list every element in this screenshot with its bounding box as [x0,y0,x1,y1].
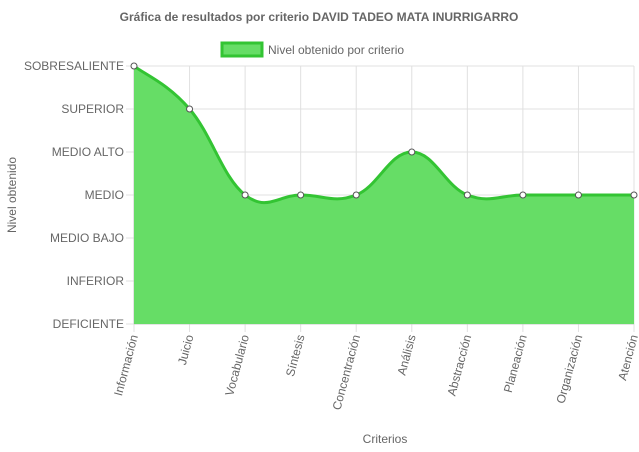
y-axis-ticks: DEFICIENTE INFERIOR MEDIO BAJO MEDIO MEDIO A… [24,59,124,331]
y-tick-label: MEDIO ALTO [52,145,124,159]
data-point-7[interactable] [519,191,527,199]
legend-label: Nivel obtenido por criterio [268,43,404,57]
data-point-8[interactable] [574,191,582,199]
data-point-5[interactable] [408,148,416,156]
x-tick-label: Organización [554,333,586,405]
plot-area [130,62,638,324]
x-tick-label: Información [111,333,141,397]
data-point-4[interactable] [352,191,360,199]
data-point-6[interactable] [463,191,471,199]
chart-title: Gráfica de resultados por criterio DAVID… [120,10,519,24]
legend-swatch [220,41,264,58]
x-tick-label: Atención [615,333,639,382]
y-tick-label: SUPERIOR [61,102,124,116]
legend[interactable]: Nivel obtenido por criterio [220,41,404,58]
x-axis-title: Criterios [363,432,408,446]
y-tick-label: MEDIO [85,188,124,202]
x-tick-label: Síntesis [283,333,308,378]
y-tick-label: INFERIOR [67,274,125,288]
data-point-2[interactable] [241,191,249,199]
y-axis-title: Nivel obtenido [5,157,19,233]
data-point-1[interactable] [186,105,194,113]
y-tick-label: SOBRESALIENTE [24,59,124,73]
data-point-3[interactable] [297,191,305,199]
series-area-fill [134,66,634,324]
x-tick-label: Vocabulario [222,333,252,398]
x-axis-ticks: Información Juicio Vocabulario Síntesis Conc… [111,333,639,412]
x-tick-label: Planeación [501,333,530,394]
data-point-0[interactable] [130,62,138,70]
x-tick-label: Concentración [330,333,364,411]
series-line [133,64,634,205]
x-tick-label: Análisis [394,333,418,377]
data-point-9[interactable] [630,191,638,199]
x-tick-label: Abstracción [444,333,474,397]
y-tick-label: DEFICIENTE [53,317,124,331]
y-tick-label: MEDIO BAJO [50,231,124,245]
x-tick-label: Juicio [175,333,197,367]
